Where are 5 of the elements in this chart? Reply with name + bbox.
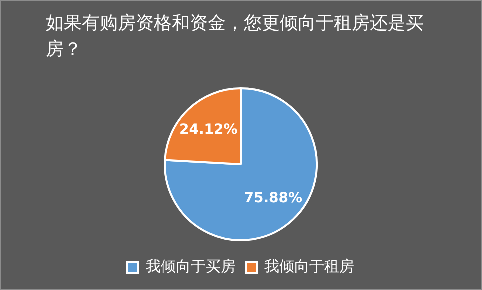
- chart-title: 如果有购房资格和资金，您更倾向于租房还是买房？: [46, 12, 425, 62]
- data-label: 24.12%: [179, 122, 238, 138]
- data-label: 75.88%: [244, 190, 303, 206]
- legend-label: 我倾向于买房: [146, 257, 236, 276]
- legend-label: 我倾向于租房: [264, 257, 354, 276]
